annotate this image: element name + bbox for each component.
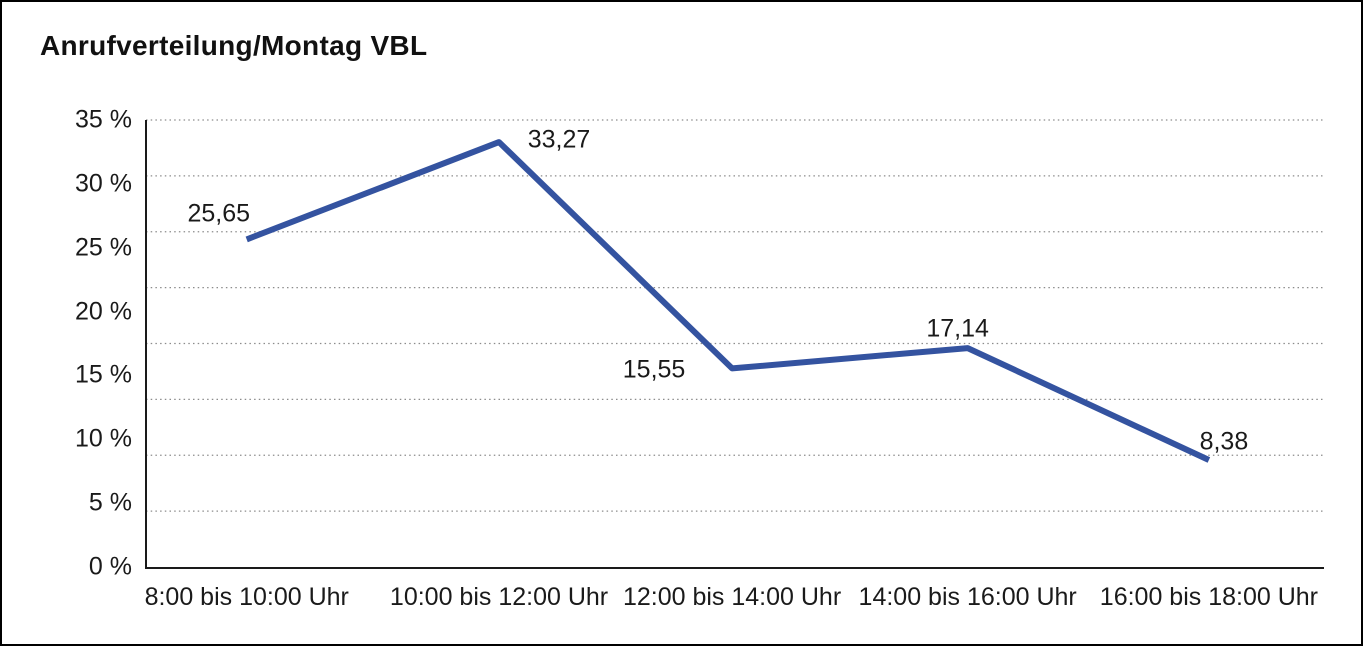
y-axis-tick-label: 5 % xyxy=(88,488,132,517)
data-point-value-label: 15,55 xyxy=(622,355,686,384)
y-axis-tick-label: 25 % xyxy=(75,233,132,262)
data-point-value-label: 8,38 xyxy=(1199,427,1249,456)
y-axis-tick-label: 20 % xyxy=(75,297,132,326)
x-axis-category-label: 12:00 bis 14:00 Uhr xyxy=(622,583,842,611)
data-series-line xyxy=(245,139,1211,463)
x-axis-category-label: 16:00 bis 18:00 Uhr xyxy=(1099,583,1319,611)
x-axis-category-label: 14:00 bis 16:00 Uhr xyxy=(858,583,1077,611)
y-axis-tick-label: 15 % xyxy=(75,360,132,389)
chart-title: Anrufverteilung/Montag VBL xyxy=(40,30,428,61)
x-axis-category-label: 10:00 bis 12:00 Uhr xyxy=(389,583,609,611)
y-axis-tick-label: 35 % xyxy=(75,105,132,134)
data-point-value-label: 33,27 xyxy=(527,125,591,154)
data-point-value-label: 17,14 xyxy=(926,314,989,343)
y-axis-tick-label: 0 % xyxy=(88,552,132,581)
y-axis-tick-label: 30 % xyxy=(75,169,132,198)
data-point-value-label: 25,65 xyxy=(187,199,250,228)
x-axis-category-label: 8:00 bis 10:00 Uhr xyxy=(144,583,349,611)
y-axis-tick-label: 10 % xyxy=(75,424,132,453)
